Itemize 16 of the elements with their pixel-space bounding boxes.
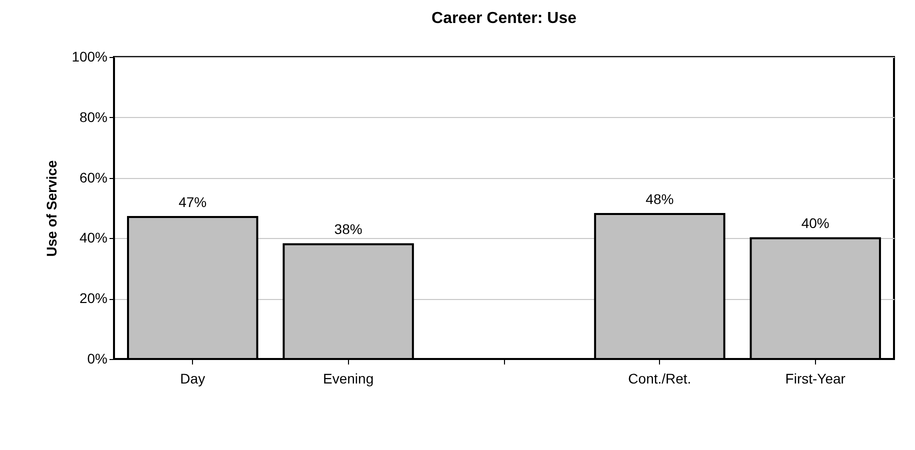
y-tick-label: 60%	[79, 169, 108, 186]
y-tick-label: 40%	[79, 230, 108, 246]
y-tick-label: 0%	[87, 350, 108, 366]
chart-title: Career Center: Use	[432, 10, 577, 27]
data-label: 38%	[334, 221, 362, 238]
x-tick-label: Day	[180, 370, 206, 386]
data-label: 48%	[646, 191, 674, 208]
data-label: 47%	[178, 194, 207, 210]
x-tick-label: First-Year	[785, 370, 846, 386]
y-tick-label: 20%	[79, 290, 108, 306]
data-label: 40%	[801, 215, 830, 232]
y-tick-label: 80%	[79, 108, 108, 125]
x-tick-label: Evening	[323, 370, 374, 386]
y-tick-label: 100%	[72, 48, 108, 64]
x-tick-label: Cont./Ret.	[628, 370, 692, 386]
y-axis-title: Use of Service	[44, 160, 60, 257]
